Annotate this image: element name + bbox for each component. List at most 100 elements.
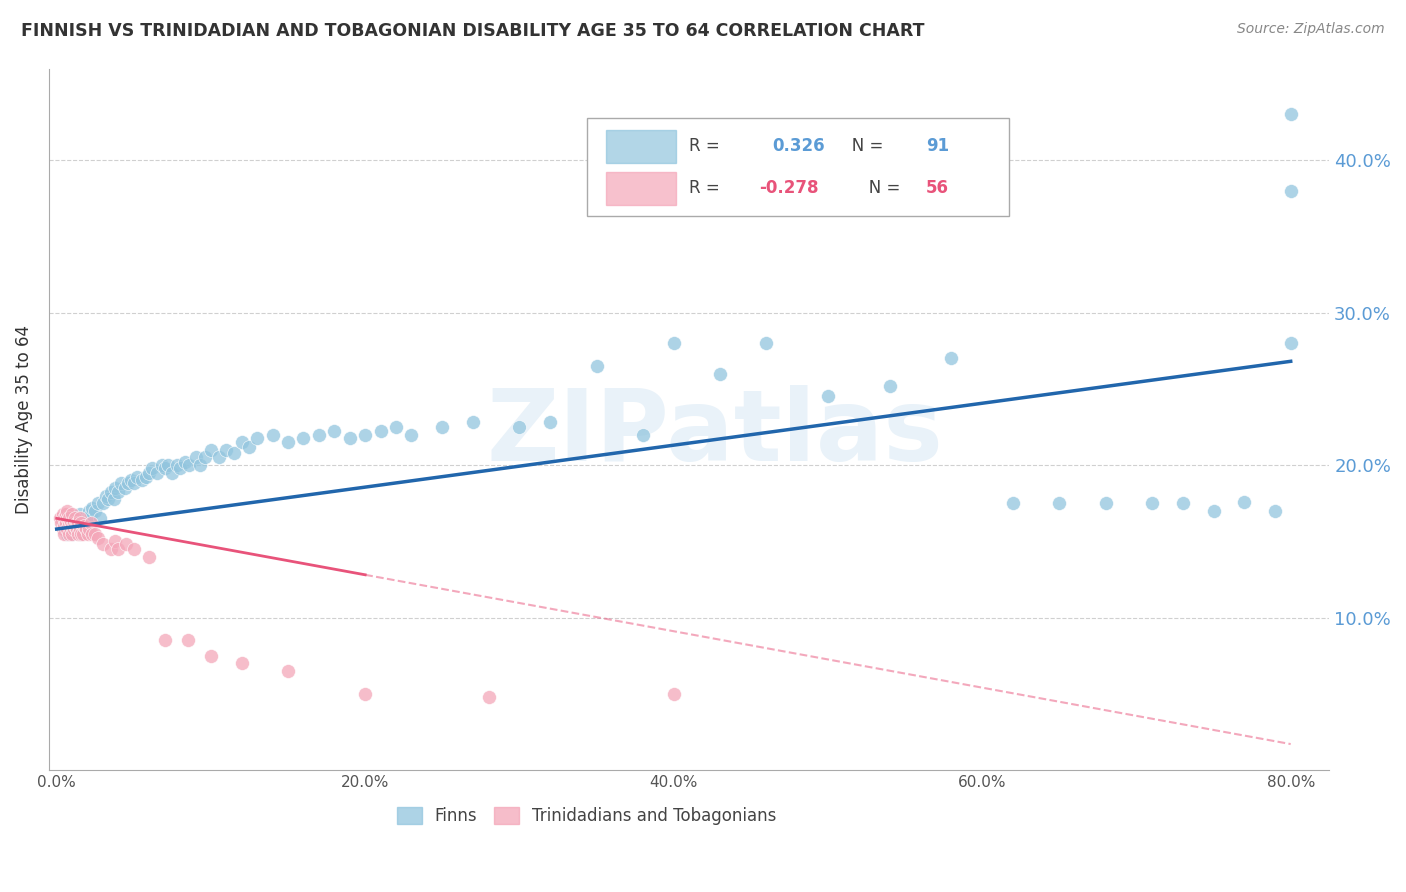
Point	[56, 526, 79, 541]
Point	[125, 470, 148, 484]
Point	[370, 425, 392, 439]
Point	[53, 526, 76, 541]
Point	[60, 526, 83, 541]
Point	[107, 541, 129, 556]
Point	[156, 458, 179, 472]
Point	[73, 511, 96, 525]
Point	[200, 442, 222, 457]
Point	[58, 511, 80, 525]
Point	[58, 526, 80, 541]
Point	[166, 458, 188, 472]
Point	[60, 526, 83, 541]
Point	[146, 466, 169, 480]
Point	[879, 378, 901, 392]
Point	[131, 473, 153, 487]
Point	[110, 476, 132, 491]
Point	[84, 504, 107, 518]
Point	[246, 431, 269, 445]
Point	[69, 526, 91, 541]
Point	[53, 511, 76, 525]
Point	[169, 461, 191, 475]
Point	[62, 516, 84, 530]
Point	[194, 450, 217, 465]
Point	[66, 511, 89, 525]
Point	[354, 687, 377, 701]
Point	[120, 473, 142, 487]
Point	[79, 507, 101, 521]
Point	[73, 519, 96, 533]
Point	[1094, 496, 1116, 510]
Point	[51, 516, 73, 530]
Point	[104, 534, 127, 549]
Point	[208, 450, 231, 465]
Point	[401, 427, 423, 442]
Point	[56, 504, 79, 518]
Point	[103, 491, 125, 506]
Point	[1279, 107, 1302, 121]
Point	[91, 537, 114, 551]
Point	[1140, 496, 1163, 510]
Point	[79, 516, 101, 530]
Point	[262, 427, 284, 442]
Point	[222, 446, 245, 460]
Point	[70, 516, 93, 530]
Point	[63, 519, 86, 533]
Legend: Finns, Trinidadians and Tobagonians: Finns, Trinidadians and Tobagonians	[396, 806, 778, 825]
Point	[62, 522, 84, 536]
Point	[1002, 496, 1025, 510]
Point	[817, 389, 839, 403]
Point	[1202, 504, 1225, 518]
Point	[56, 522, 79, 536]
Point	[70, 519, 93, 533]
Point	[231, 435, 253, 450]
Text: 56: 56	[927, 179, 949, 197]
Point	[117, 476, 139, 491]
Point	[53, 519, 76, 533]
Point	[55, 507, 77, 521]
Point	[59, 516, 82, 530]
Point	[177, 633, 200, 648]
Point	[55, 516, 77, 530]
Point	[66, 522, 89, 536]
Point	[52, 522, 75, 536]
Point	[1171, 496, 1194, 510]
Point	[69, 522, 91, 536]
Point	[77, 504, 100, 518]
Point	[138, 549, 160, 564]
Point	[122, 476, 145, 491]
Point	[60, 519, 83, 533]
Point	[339, 431, 361, 445]
Text: -0.278: -0.278	[759, 179, 820, 197]
Text: R =: R =	[689, 137, 730, 155]
Text: Source: ZipAtlas.com: Source: ZipAtlas.com	[1237, 22, 1385, 37]
Point	[60, 516, 83, 530]
Point	[94, 489, 117, 503]
FancyBboxPatch shape	[586, 118, 1010, 216]
Text: 91: 91	[927, 137, 949, 155]
Point	[75, 519, 97, 533]
Point	[84, 526, 107, 541]
Point	[354, 427, 377, 442]
Point	[135, 470, 157, 484]
Point	[76, 526, 98, 541]
Text: N =: N =	[837, 137, 889, 155]
Point	[150, 458, 173, 472]
Point	[56, 511, 79, 525]
Point	[277, 664, 299, 678]
Point	[63, 511, 86, 525]
Point	[91, 496, 114, 510]
Point	[100, 485, 122, 500]
Point	[385, 420, 408, 434]
Point	[69, 511, 91, 525]
Point	[323, 425, 346, 439]
Point	[67, 526, 90, 541]
Point	[277, 435, 299, 450]
Point	[153, 633, 176, 648]
Point	[114, 481, 136, 495]
Text: ZIPatlas: ZIPatlas	[486, 384, 943, 482]
Point	[141, 461, 163, 475]
Point	[60, 507, 83, 521]
Point	[162, 466, 184, 480]
Point	[59, 522, 82, 536]
Point	[72, 526, 94, 541]
